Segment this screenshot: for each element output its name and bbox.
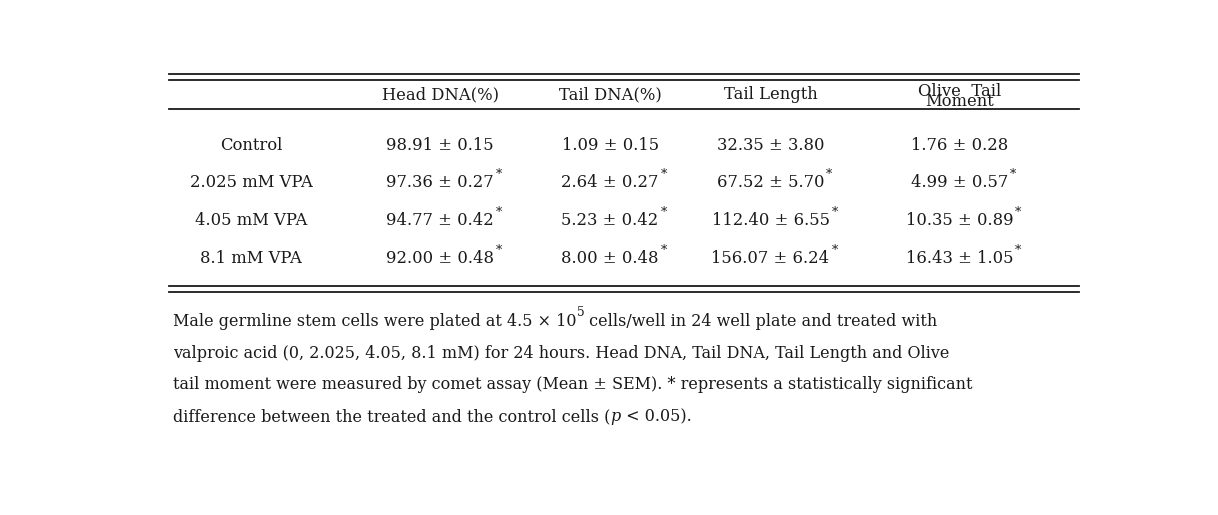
- Text: *: *: [496, 244, 502, 256]
- Text: 5: 5: [576, 306, 585, 319]
- Text: 94.77 ± 0.42: 94.77 ± 0.42: [386, 212, 495, 229]
- Text: p: p: [610, 408, 621, 425]
- Text: Male germline stem cells were plated at 4.5 × 10: Male germline stem cells were plated at …: [173, 313, 576, 330]
- Text: *: *: [660, 244, 667, 256]
- Text: 98.91 ± 0.15: 98.91 ± 0.15: [386, 136, 495, 153]
- Text: 32.35 ± 3.80: 32.35 ± 3.80: [716, 136, 825, 153]
- Text: 4.05 mM VPA: 4.05 mM VPA: [195, 212, 308, 229]
- Text: Olive  Tail: Olive Tail: [917, 83, 1001, 100]
- Text: 4.99 ± 0.57: 4.99 ± 0.57: [911, 174, 1009, 191]
- Text: 112.40 ± 6.55: 112.40 ± 6.55: [711, 212, 829, 229]
- Text: cells/well in 24 well plate and treated with: cells/well in 24 well plate and treated …: [585, 313, 938, 330]
- Text: *: *: [826, 168, 832, 181]
- Text: 67.52 ± 5.70: 67.52 ± 5.70: [716, 174, 825, 191]
- Text: 8.00 ± 0.48: 8.00 ± 0.48: [561, 250, 659, 267]
- Text: *: *: [496, 168, 502, 181]
- Text: *: *: [660, 206, 666, 219]
- Text: 16.43 ± 1.05: 16.43 ± 1.05: [905, 250, 1013, 267]
- Text: Tail DNA(%): Tail DNA(%): [559, 86, 661, 103]
- Text: Control: Control: [220, 136, 283, 153]
- Text: 2.64 ± 0.27: 2.64 ± 0.27: [561, 174, 659, 191]
- Text: *: *: [496, 206, 502, 219]
- Text: *: *: [1015, 244, 1021, 256]
- Text: 97.36 ± 0.27: 97.36 ± 0.27: [386, 174, 495, 191]
- Text: 92.00 ± 0.48: 92.00 ± 0.48: [386, 250, 495, 267]
- Text: difference between the treated and the control cells (: difference between the treated and the c…: [173, 408, 610, 425]
- Text: 5.23 ± 0.42: 5.23 ± 0.42: [561, 212, 659, 229]
- Text: 1.09 ± 0.15: 1.09 ± 0.15: [561, 136, 659, 153]
- Text: 10.35 ± 0.89: 10.35 ± 0.89: [905, 212, 1013, 229]
- Text: 2.025 mM VPA: 2.025 mM VPA: [190, 174, 313, 191]
- Text: Tail Length: Tail Length: [723, 86, 817, 103]
- Text: valproic acid (0, 2.025, 4.05, 8.1 mM) for 24 hours. Head DNA, Tail DNA, Tail Le: valproic acid (0, 2.025, 4.05, 8.1 mM) f…: [173, 345, 949, 362]
- Text: *: *: [832, 244, 838, 256]
- Text: tail moment were measured by comet assay (Mean ± SEM). * represents a statistica: tail moment were measured by comet assay…: [173, 376, 972, 393]
- Text: *: *: [832, 206, 838, 219]
- Text: 8.1 mM VPA: 8.1 mM VPA: [201, 250, 302, 267]
- Text: *: *: [1010, 168, 1016, 181]
- Text: Moment: Moment: [924, 93, 994, 110]
- Text: < 0.05).: < 0.05).: [621, 408, 692, 425]
- Text: 156.07 ± 6.24: 156.07 ± 6.24: [711, 250, 829, 267]
- Text: *: *: [1015, 206, 1021, 219]
- Text: Head DNA(%): Head DNA(%): [381, 86, 498, 103]
- Text: *: *: [660, 168, 667, 181]
- Text: 1.76 ± 0.28: 1.76 ± 0.28: [911, 136, 1009, 153]
